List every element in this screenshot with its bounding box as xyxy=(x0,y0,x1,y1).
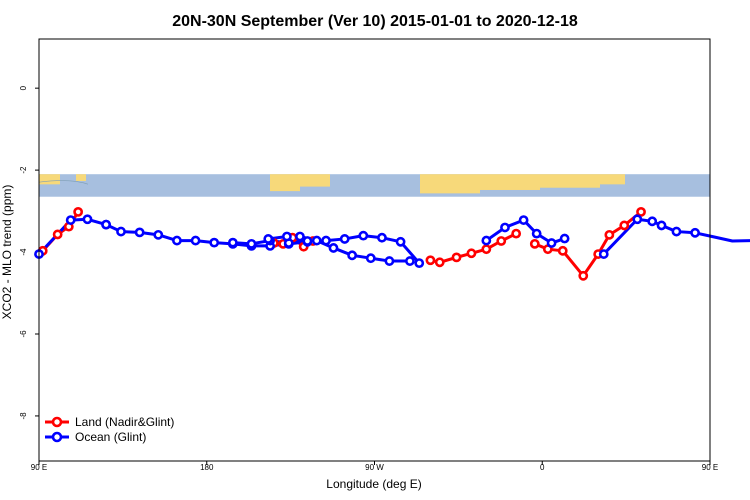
series-ocean-point xyxy=(384,256,395,266)
series-ocean-point xyxy=(690,227,700,238)
series-land-point xyxy=(52,229,63,240)
series-land-point xyxy=(73,206,84,217)
series-land-point xyxy=(511,228,522,239)
map-land-7 xyxy=(600,174,625,185)
legend-label-land: Land (Nadir&Glint) xyxy=(75,415,174,429)
series-ocean-point xyxy=(153,229,164,240)
series-ocean-point xyxy=(518,215,529,225)
series-ocean-point xyxy=(65,215,76,225)
x-tick-label: 0 xyxy=(540,463,545,472)
series-ocean-point xyxy=(365,253,376,264)
series-land-point xyxy=(434,257,445,268)
legend: Land (Nadir&Glint) Ocean (Glint) xyxy=(45,415,174,444)
series-ocean-point xyxy=(302,236,313,246)
series-ocean-point xyxy=(295,231,305,242)
series-ocean-point xyxy=(559,233,570,244)
series-land-point xyxy=(425,255,436,266)
series-ocean-point xyxy=(395,236,406,247)
map-land-2 xyxy=(270,174,300,192)
y-tick-label: -4 xyxy=(19,248,28,256)
series-ocean-point xyxy=(311,235,322,246)
map-land-6 xyxy=(540,174,600,188)
y-tick-label: -6 xyxy=(19,330,28,338)
series-ocean-point xyxy=(321,235,331,246)
series-ocean-point xyxy=(116,226,126,237)
series-ocean-point xyxy=(328,243,339,253)
series-land-point xyxy=(578,270,589,281)
x-tick-label: 90 E xyxy=(702,463,718,472)
y-tick-label: 0 xyxy=(19,85,28,90)
series-ocean-point xyxy=(358,230,369,241)
y-tick-label: -8 xyxy=(19,412,28,420)
y-axis-label: XCO2 - MLO trend (ppm) xyxy=(0,185,14,320)
series-ocean-point xyxy=(209,237,220,248)
series-ocean-point xyxy=(531,228,542,239)
world-map-strip xyxy=(38,174,710,197)
series-ocean-point xyxy=(101,219,111,230)
series-land-point xyxy=(451,252,462,263)
chart-title: 20N-30N September (Ver 10) 2015-01-01 to… xyxy=(172,13,578,30)
series-ocean-point xyxy=(500,222,510,233)
series-ocean-point xyxy=(632,214,643,225)
series-ocean-point xyxy=(377,232,387,243)
map-land-5 xyxy=(480,174,540,190)
series-ocean-point xyxy=(546,238,557,248)
series-land-point xyxy=(604,229,615,240)
x-tick-label: 90 E xyxy=(31,463,47,472)
series-ocean-point xyxy=(172,235,182,246)
series-ocean-point xyxy=(656,220,667,231)
legend-marker-land xyxy=(51,416,63,428)
map-land-3 xyxy=(296,174,330,187)
legend-label-ocean: Ocean (Glint) xyxy=(75,430,146,444)
map-land-1 xyxy=(76,174,86,181)
series-ocean-point xyxy=(481,235,492,246)
x-axis-label: Longitude (deg E) xyxy=(326,477,421,491)
map-land-0 xyxy=(39,174,60,185)
map-coastline xyxy=(38,180,89,185)
series-ocean-point xyxy=(82,214,93,225)
x-tick-label: 180 xyxy=(200,463,214,472)
series-ocean-point xyxy=(647,216,658,227)
plot-frame xyxy=(38,38,711,462)
series-land-point xyxy=(529,238,540,249)
series-ocean-point xyxy=(281,231,292,242)
series-land-point xyxy=(557,245,568,256)
series-ocean-point xyxy=(414,258,425,269)
series-ocean-point xyxy=(190,235,201,246)
series-ocean-point xyxy=(671,226,682,237)
x-tick-label: 90 W xyxy=(365,463,384,472)
series-land-point xyxy=(481,244,492,255)
series-ocean-point xyxy=(227,237,238,248)
series-land-point xyxy=(466,248,477,259)
y-tick-label: -2 xyxy=(19,166,28,174)
series-land-point xyxy=(636,206,646,217)
series-ocean-point xyxy=(405,256,415,266)
series-layer xyxy=(34,206,750,281)
series-ocean-point xyxy=(246,238,257,249)
series-ocean-point xyxy=(347,250,358,261)
series-ocean-point xyxy=(263,234,274,244)
series-ocean-point xyxy=(134,227,145,238)
legend-marker-ocean xyxy=(51,431,63,443)
series-ocean-point xyxy=(339,234,350,244)
series-land-point xyxy=(496,236,507,246)
series-ocean-point xyxy=(598,249,609,259)
series-land-point xyxy=(619,220,630,231)
map-land-4 xyxy=(420,174,480,194)
